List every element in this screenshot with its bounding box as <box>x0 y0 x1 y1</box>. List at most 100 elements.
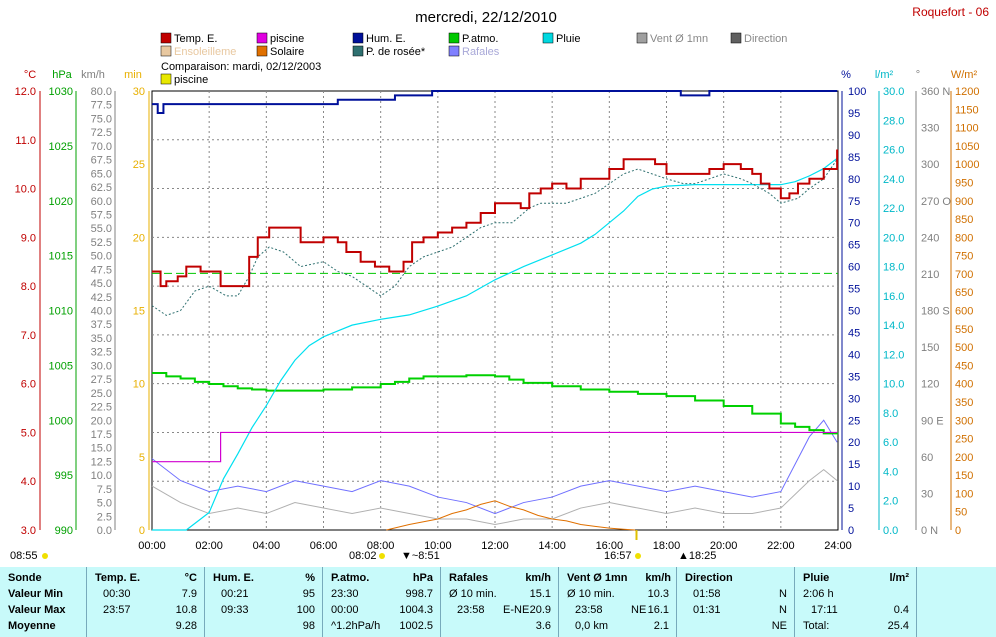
rain-tick-label: 26.0 <box>883 145 904 157</box>
sun-icon <box>42 553 48 559</box>
col-hum: Hum. E.% 00:21 95 09:33 100 98 <box>204 567 323 637</box>
min-tick-label: 25 <box>133 159 145 171</box>
kmh-tick-label: 57.5 <box>91 209 112 221</box>
pct-tick-label: 90 <box>848 130 860 142</box>
temp-tick-label: 3.0 <box>21 525 36 537</box>
legend-swatch <box>160 32 172 44</box>
kmh-tick-label: 17.5 <box>91 429 112 441</box>
wm2-tick-label: 600 <box>955 306 973 318</box>
pluie-duration: 2:06 h <box>803 588 834 600</box>
temp-tick-label: 12.0 <box>15 86 36 98</box>
temp-tick-label: 11.0 <box>15 135 36 147</box>
hum-max-time: 09:33 <box>221 604 249 616</box>
temp-tick-label: 10.0 <box>15 184 36 196</box>
legend-label: Direction <box>744 33 787 45</box>
axis-unit-label: l/m² <box>875 69 894 81</box>
kmh-tick-label: 65.0 <box>91 168 112 180</box>
legend-swatch <box>636 32 648 44</box>
kmh-tick-label: 30.0 <box>91 360 112 372</box>
x-tick-label: 12:00 <box>481 540 509 552</box>
legend-label: Ensoleilleme <box>174 46 236 58</box>
dir-tick-label: 270 O <box>921 196 951 208</box>
comparison-label: Comparaison: mardi, 02/12/2003 <box>161 61 321 73</box>
dir-tick-label: 180 S <box>921 306 950 318</box>
col-pluie: Pluie l/m² 2:06 h 17:11 0.4 Total: 25.4 <box>794 567 917 637</box>
temp-avg: 9.28 <box>175 620 197 632</box>
wm2-tick-label: 1150 <box>955 104 979 116</box>
wm2-tick-label: 400 <box>955 379 973 391</box>
legend-swatch <box>160 73 172 85</box>
rain-tick-label: 30.0 <box>883 86 904 98</box>
col-patmo: P.atmo. hPa 23:30 998.7 00:00 1004.3 ^1.2hP… <box>322 567 441 637</box>
x-tick-label: 24:00 <box>824 540 852 552</box>
axes: 12.011.010.09.08.07.06.05.04.03.01030102… <box>15 69 980 552</box>
pct-tick-label: 40 <box>848 349 860 361</box>
axis-unit-label: °C <box>24 69 36 81</box>
raf-max: 20.9 <box>529 604 551 616</box>
x-tick-label: 02:00 <box>195 540 223 552</box>
raf-max-time: 23:58 <box>457 604 485 616</box>
legend-label: Rafales <box>462 46 500 58</box>
sunrise-time: 08:02 <box>349 550 377 562</box>
p-min-time: 23:30 <box>331 588 359 600</box>
hdr-patmo: P.atmo. <box>331 572 370 584</box>
kmh-tick-label: 7.5 <box>97 484 112 496</box>
kmh-tick-label: 15.0 <box>91 443 112 455</box>
pct-tick-label: 50 <box>848 306 860 318</box>
col-temp: Temp. E. °C 00:30 7.9 23:57 10.8 9.28 <box>86 567 205 637</box>
pct-tick-label: 45 <box>848 327 860 339</box>
pct-tick-label: 75 <box>848 196 860 208</box>
wm2-tick-label: 450 <box>955 360 973 372</box>
raf-min: 15.1 <box>529 588 551 600</box>
series-vent-mn <box>151 468 838 526</box>
pct-tick-label: 20 <box>848 437 860 449</box>
pct-tick-label: 65 <box>848 240 860 252</box>
pct-tick-label: 85 <box>848 152 860 164</box>
rain-tick-label: 8.0 <box>883 408 898 420</box>
x-tick-label: 08:00 <box>367 540 395 552</box>
rain-tick-label: 6.0 <box>883 437 898 449</box>
series-solaire <box>386 500 636 531</box>
x-tick-label: 16:00 <box>596 540 624 552</box>
pct-tick-label: 100 <box>848 86 866 98</box>
wm2-tick-label: 550 <box>955 324 973 336</box>
sunset-time: 16:57 <box>604 550 632 562</box>
kmh-tick-label: 35.0 <box>91 333 112 345</box>
pluie-total: 25.4 <box>887 620 909 632</box>
kmh-tick-label: 60.0 <box>91 196 112 208</box>
pct-tick-label: 55 <box>848 284 860 296</box>
kmh-tick-label: 47.5 <box>91 264 112 276</box>
hpa-tick-label: 1025 <box>49 141 73 153</box>
legend-swatch <box>256 32 268 44</box>
x-tick-label: 00:00 <box>138 540 166 552</box>
series-temp-e- <box>152 149 839 288</box>
sun-left-time: 08:55 <box>10 550 38 562</box>
weather-chart: mercredi, 22/12/2010 Roquefort - 06 Comp… <box>10 5 989 562</box>
hdr-rafales: Rafales <box>449 572 489 584</box>
kmh-tick-label: 37.5 <box>91 319 112 331</box>
wm2-tick-label: 100 <box>955 488 973 500</box>
p-max-time: 00:00 <box>331 604 359 616</box>
kmh-tick-label: 32.5 <box>91 347 112 359</box>
wm2-tick-label: 50 <box>955 507 967 519</box>
pct-tick-label: 30 <box>848 393 860 405</box>
hdr-patmo-unit: hPa <box>412 572 433 584</box>
pct-tick-label: 60 <box>848 262 860 274</box>
rain-tick-label: 0.0 <box>883 525 898 537</box>
kmh-tick-label: 72.5 <box>91 127 112 139</box>
hpa-tick-label: 1015 <box>49 251 73 263</box>
wm2-tick-label: 150 <box>955 470 973 482</box>
kmh-tick-label: 62.5 <box>91 182 112 194</box>
kmh-tick-label: 55.0 <box>91 223 112 235</box>
vent-distance: 0,0 km <box>575 620 609 632</box>
hdr-direction: Direction <box>685 572 733 584</box>
hdr-vent-unit: km/h <box>645 572 671 584</box>
series-p-atmo- <box>152 372 839 435</box>
hdr-rafales-unit: km/h <box>525 572 551 584</box>
pct-tick-label: 25 <box>848 415 860 427</box>
rain-tick-label: 10.0 <box>883 379 904 391</box>
x-tick-label: 20:00 <box>710 540 738 552</box>
vent-max-time: 23:58 <box>575 604 603 616</box>
dir-tick-label: 150 <box>921 342 939 354</box>
pluie-max-time: 17:11 <box>811 604 838 616</box>
